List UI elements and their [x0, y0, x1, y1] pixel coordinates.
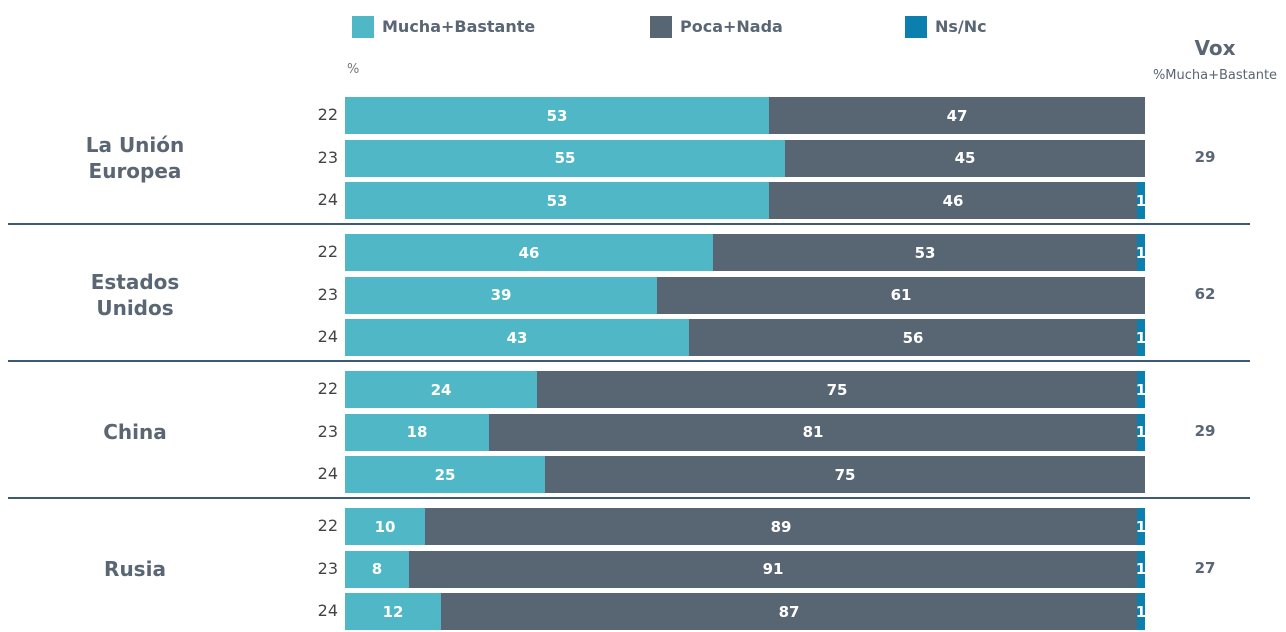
- bar-segment: 1: [1135, 371, 1147, 408]
- bar-segment: 55: [345, 139, 785, 177]
- y-tick-label: 22: [317, 242, 338, 261]
- bar-segment: 75: [545, 456, 1145, 493]
- y-tick-label: 22: [317, 379, 338, 398]
- bar-segment: 46: [769, 182, 1137, 219]
- bar-segment: 25: [345, 456, 545, 493]
- value-label: 10: [374, 517, 396, 536]
- bar-segment: 53: [345, 97, 769, 134]
- value-label: 53: [546, 191, 568, 210]
- legend-label: Ns/Nc: [935, 17, 987, 36]
- value-label: 25: [434, 465, 456, 484]
- legend-swatch: [650, 16, 672, 38]
- legend-swatch: [905, 16, 927, 38]
- bar-segment: 18: [345, 413, 489, 451]
- side-value: 29: [1194, 148, 1216, 166]
- y-tick-label: 24: [317, 464, 338, 483]
- bar-segment: 1: [1135, 182, 1147, 219]
- unit-label: %: [347, 62, 360, 77]
- value-label: 1: [1135, 602, 1147, 621]
- bar-segment: 89: [425, 508, 1137, 545]
- y-tick-label: 23: [317, 284, 338, 304]
- value-label: 1: [1135, 560, 1147, 578]
- legend-label: Poca+Nada: [680, 17, 783, 36]
- group-label: China: [103, 420, 167, 444]
- value-label: 8: [371, 560, 383, 578]
- bar-segment: 1: [1135, 550, 1147, 588]
- y-tick-label: 23: [317, 558, 338, 578]
- y-tick-label: 23: [317, 421, 338, 441]
- value-label: 46: [942, 191, 964, 210]
- bar-segment: 1: [1135, 508, 1147, 545]
- y-tick-label: 22: [317, 105, 338, 124]
- value-label: 61: [890, 286, 912, 304]
- value-label: 75: [834, 465, 856, 484]
- bar-segment: 1: [1135, 593, 1147, 630]
- value-label: 56: [902, 328, 924, 347]
- bar-segment: 81: [489, 413, 1137, 451]
- legend-swatch: [352, 16, 374, 38]
- value-label: 89: [770, 517, 792, 536]
- bar-segment: 75: [537, 371, 1137, 408]
- value-label: 53: [914, 243, 936, 262]
- value-label: 1: [1135, 243, 1147, 262]
- value-label: 1: [1135, 517, 1147, 536]
- value-label: 55: [554, 149, 576, 167]
- group-label: Estados Unidos: [90, 270, 180, 320]
- value-label: 43: [506, 328, 528, 347]
- bar-segment: 91: [409, 550, 1137, 588]
- group-label: Rusia: [104, 557, 166, 581]
- value-label: 75: [826, 380, 848, 399]
- y-tick-label: 22: [317, 516, 338, 535]
- value-label: 46: [518, 243, 540, 262]
- value-label: 87: [778, 602, 800, 621]
- value-label: 81: [802, 423, 824, 441]
- side-value: 27: [1194, 559, 1216, 577]
- value-label: 24: [430, 380, 452, 399]
- bar-segment: 8: [345, 550, 409, 588]
- group-separator: [8, 497, 1250, 499]
- bar-segment: 56: [689, 319, 1137, 356]
- bar-segment: 53: [713, 234, 1137, 271]
- y-tick-label: 23: [317, 147, 338, 167]
- bar-segment: 53: [345, 182, 769, 219]
- value-label: 39: [490, 286, 512, 304]
- value-label: 91: [762, 560, 784, 578]
- y-tick-label: 24: [317, 190, 338, 209]
- y-tick-label: 24: [317, 327, 338, 346]
- bar-segment: 1: [1135, 319, 1147, 356]
- legend-label: Mucha+Bastante: [382, 17, 536, 36]
- bar-segment: 1: [1135, 413, 1147, 451]
- value-label: 18: [406, 423, 428, 441]
- value-label: 1: [1135, 423, 1147, 441]
- group-label: La Unión Europea: [85, 133, 185, 183]
- bar-segment: 39: [345, 276, 657, 314]
- bar-segment: 87: [441, 593, 1137, 630]
- side-value: 62: [1194, 285, 1216, 303]
- value-label: 1: [1135, 191, 1147, 210]
- group-separator: [8, 360, 1250, 362]
- bar-segment: 61: [657, 276, 1145, 314]
- side-value: 29: [1194, 422, 1216, 440]
- y-tick-label: 24: [317, 601, 338, 620]
- value-label: 1: [1135, 328, 1147, 347]
- bar-segment: 46: [345, 234, 713, 271]
- bar-segment: 45: [785, 139, 1145, 177]
- bar-segment: 43: [345, 319, 689, 356]
- value-label: 53: [546, 106, 568, 125]
- value-label: 1: [1135, 380, 1147, 399]
- bar-segment: 24: [345, 371, 537, 408]
- side-subtitle: %Mucha+Bastante: [1152, 68, 1278, 83]
- bar-segment: 1: [1135, 234, 1147, 271]
- group-separator: [8, 223, 1250, 225]
- bar-segment: 47: [769, 97, 1145, 134]
- bar-segment: 12: [345, 593, 441, 630]
- value-label: 47: [946, 106, 968, 125]
- bar-segment: 10: [345, 508, 425, 545]
- value-label: 45: [954, 149, 976, 167]
- value-label: 12: [382, 602, 404, 621]
- side-title: Vox: [1194, 36, 1236, 60]
